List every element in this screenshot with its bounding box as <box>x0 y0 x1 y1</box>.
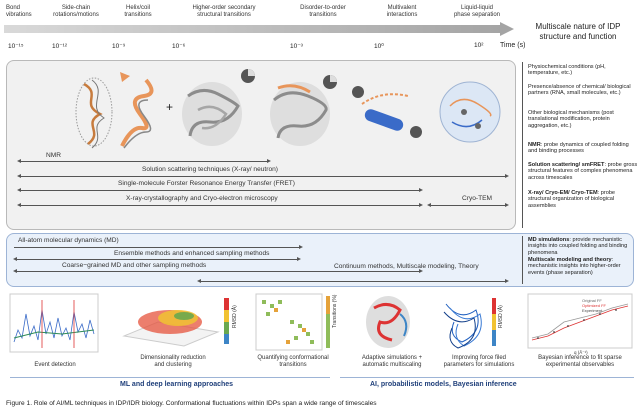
method-continuum: Continuum methods, Multiscale modeling, … <box>334 263 479 270</box>
event-detection-plot <box>9 293 99 353</box>
method-cryotem: Cryo-TEM <box>462 195 493 202</box>
ml-divider <box>10 377 330 378</box>
cryotem-range-arrow <box>427 203 509 207</box>
legend-original: Original FF <box>582 298 602 303</box>
transitions-axis-label: Transitions (%) <box>332 294 338 328</box>
structure-illustrations: + <box>75 69 501 149</box>
nmr-range-arrow <box>17 159 271 163</box>
plus-symbol: + <box>166 100 173 114</box>
multivalent-illustration <box>352 86 422 138</box>
fret-range-arrow <box>17 188 423 192</box>
caption-bayesian: Bayesian inference to fit sparse experim… <box>538 355 622 368</box>
adaptive-simulation-protein <box>366 296 410 348</box>
timeline-tick: 10⁻¹² <box>52 43 67 50</box>
note-conditions: Physiochemical conditions (pH, temperatu… <box>528 64 606 77</box>
timeline-label: Side-chain rotations/motions <box>53 5 99 18</box>
caption-adaptive: Adaptive simulations + automatic multisc… <box>361 355 423 368</box>
caption-forcefield: Improving force filed parameters for sim… <box>443 355 515 368</box>
timeline-label: Disorder-to-order transitions <box>300 5 346 18</box>
note-nmr: NMR: probe dynamics of coupled folding a… <box>528 142 629 155</box>
q-axis-label: q (Å⁻¹) <box>574 349 588 355</box>
caption-dim-reduction: Dimensionality reduction and clustering <box>140 355 206 368</box>
notes-bracket <box>522 62 523 228</box>
ensemble-mesh-illustration <box>75 77 113 149</box>
scattering-range-arrow <box>17 174 509 178</box>
legend-experiment: Experiment <box>582 308 603 313</box>
timeline-label: Helix/coil transitions <box>124 5 152 18</box>
note-xray: X-ray/ Cryo-EM/ Cryo-TEM: probe structur… <box>528 190 616 209</box>
note-scattering: Solution scattering/ smFRET: probe gross… <box>528 162 638 181</box>
method-allatom-md: All-atom molecular dynamics (MD) <box>18 237 119 244</box>
timeline-tick: 10⁻¹⁵ <box>8 43 24 50</box>
timeline-tick: 10⁰ <box>374 43 384 50</box>
helix-illustration <box>120 78 154 149</box>
method-coarse-grained: Coarse−grained MD and other sampling met… <box>62 262 207 269</box>
note-md: MD simulations: provide mechanistic insi… <box>528 237 628 256</box>
timeline-label: Higher-order secondary structural transi… <box>192 5 256 18</box>
method-fret: Single-molecule Forster Resonance Energy… <box>118 180 295 187</box>
ai-section-title: AI, probabilistic models, Bayesian infer… <box>370 381 517 388</box>
timeline-label: Liquid-liquid phase separation <box>453 5 501 18</box>
timeline-label: Bond vibrations <box>6 5 32 18</box>
multiscale-heading: Multiscale nature of IDP structure and f… <box>535 22 621 41</box>
timeline-tick: 10⁻³ <box>290 43 303 50</box>
sim-notes-bracket <box>522 236 523 284</box>
timeline-unit: Time (s) <box>500 42 526 49</box>
xray-range-arrow <box>17 203 423 207</box>
timeline-arrow <box>4 22 514 36</box>
note-multiscale: Multiscale modeling and theory: mechanis… <box>528 257 621 276</box>
timeline-tick: 10⁻⁶ <box>172 43 186 50</box>
method-nmr: NMR <box>46 152 62 159</box>
approach-thumbnails: RMSD (Å) Transitions (%) RMSD (Å) <box>9 293 633 355</box>
timeline-tick: 10² <box>474 42 484 49</box>
method-scattering: Solution scattering techniques (X-ray/ n… <box>142 166 278 173</box>
simulation-panel <box>6 233 634 287</box>
folded-protein-illustration <box>182 82 242 146</box>
cg-range-arrow <box>13 269 423 273</box>
ml-section-title: ML and deep learning approaches <box>120 381 234 388</box>
legend-optimized: Optimized FF <box>582 303 607 308</box>
forcefield-ensemble <box>443 298 496 349</box>
ff-rmsd-axis-label: RMSD (Å) <box>497 305 504 328</box>
bound-protein-illustration <box>270 82 330 146</box>
caption-conformational: Quantifying conformational transitions <box>257 355 329 368</box>
ai-divider <box>340 377 634 378</box>
transitions-heatmap <box>255 293 330 351</box>
note-partners: Presence/absence of chemical/ biological… <box>528 84 631 97</box>
droplet-illustration <box>439 81 501 143</box>
note-mechanisms: Other biological mechanisms (post transl… <box>528 110 614 129</box>
ensemble-range-arrow <box>13 257 301 261</box>
segment-marker <box>120 72 130 82</box>
pie-marker-2 <box>323 75 337 89</box>
timeline-tick: 10⁻⁹ <box>112 43 126 50</box>
caption-event-detection: Event detection <box>34 362 76 368</box>
method-ensemble: Ensemble methods and enhanced sampling m… <box>114 250 270 257</box>
timeline-label: Multivalent interactions <box>386 5 418 18</box>
continuum-range-arrow <box>197 279 509 283</box>
pie-marker <box>241 69 255 83</box>
figure-caption: Figure 1. Role of AI/ML techniques in ID… <box>6 400 377 407</box>
bayesian-fit-plot: Original FF Optimized FF Experiment q (Å… <box>527 293 633 355</box>
clustering-plot <box>122 298 229 347</box>
method-xray-cryoem: X-ray-crystallography and Cryo-electron … <box>126 195 278 202</box>
rmsd-axis-label: RMSD (Å) <box>231 305 238 328</box>
md-range-arrow <box>14 245 303 249</box>
